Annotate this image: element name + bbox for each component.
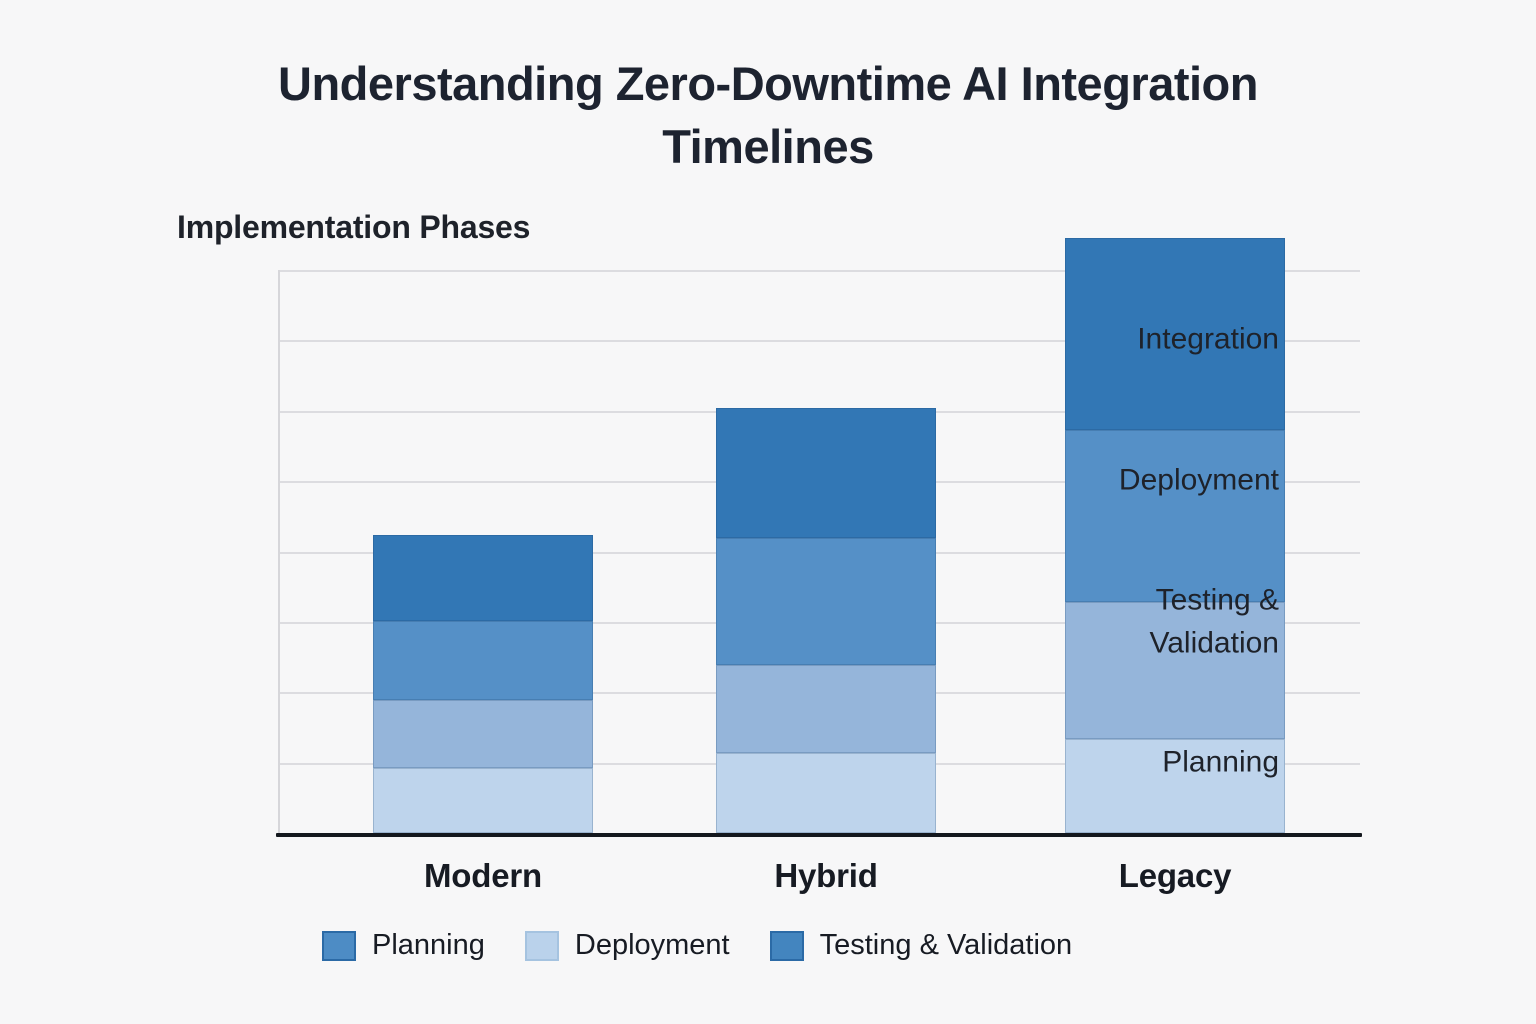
- x-axis-line: [276, 833, 1362, 837]
- bar-segment-segment-top-dark: [373, 535, 593, 621]
- gridline: [278, 270, 1360, 272]
- y-tick-label: Integration: [1137, 322, 1279, 356]
- bar-segment-segment-top-dark: [1065, 238, 1285, 430]
- y-tick-label: Testing & Validation: [1149, 583, 1279, 659]
- legend-item: Deployment: [524, 929, 730, 962]
- x-tick-label-hybrid: Hybrid: [774, 857, 878, 894]
- bar-segment-segment-upper-middle-medium: [1065, 430, 1285, 602]
- y-tick-label: Deployment: [1118, 463, 1279, 497]
- legend-item: Testing & Validation: [769, 929, 1073, 962]
- y-axis-line: [278, 270, 280, 833]
- legend: Planning Deployment Testing & Validation: [322, 929, 1072, 962]
- bar-segment-segment-upper-middle-medium: [373, 621, 593, 700]
- legend-label: Testing & Validation: [819, 929, 1073, 961]
- bar-segment-segment-bottom-lightest: [373, 768, 593, 833]
- legend-item: Planning: [322, 929, 485, 962]
- legend-label: Deployment: [574, 929, 730, 961]
- legend-label: Planning: [372, 929, 485, 961]
- bar-segment-segment-lower-middle-light: [1065, 602, 1285, 739]
- y-axis-title: Implementation Phases: [177, 209, 531, 245]
- bar-segment-segment-lower-middle-light: [716, 665, 936, 753]
- legend-swatch: [769, 930, 804, 961]
- y-tick-label: Planning: [1162, 745, 1279, 779]
- bar-segment-segment-lower-middle-light: [373, 700, 593, 768]
- bar-segment-segment-upper-middle-medium: [716, 538, 936, 665]
- gridline: [278, 340, 1360, 342]
- chart-title-line-1: Understanding Zero-Downtime AI Integrati…: [278, 57, 1258, 110]
- legend-swatch: [322, 930, 356, 961]
- chart-title: Understanding Zero-Downtime AI Integrati…: [118, 52, 1418, 179]
- chart-title-line-2: Timelines: [662, 120, 874, 174]
- x-tick-label-modern: Modern: [424, 857, 542, 894]
- x-tick-label-legacy: Legacy: [1118, 857, 1232, 894]
- bar-segment-segment-bottom-lightest: [716, 753, 936, 833]
- bar-segment-segment-top-dark: [716, 408, 936, 538]
- bar-segment-segment-bottom-lightest: [1065, 739, 1285, 833]
- legend-swatch: [524, 930, 559, 961]
